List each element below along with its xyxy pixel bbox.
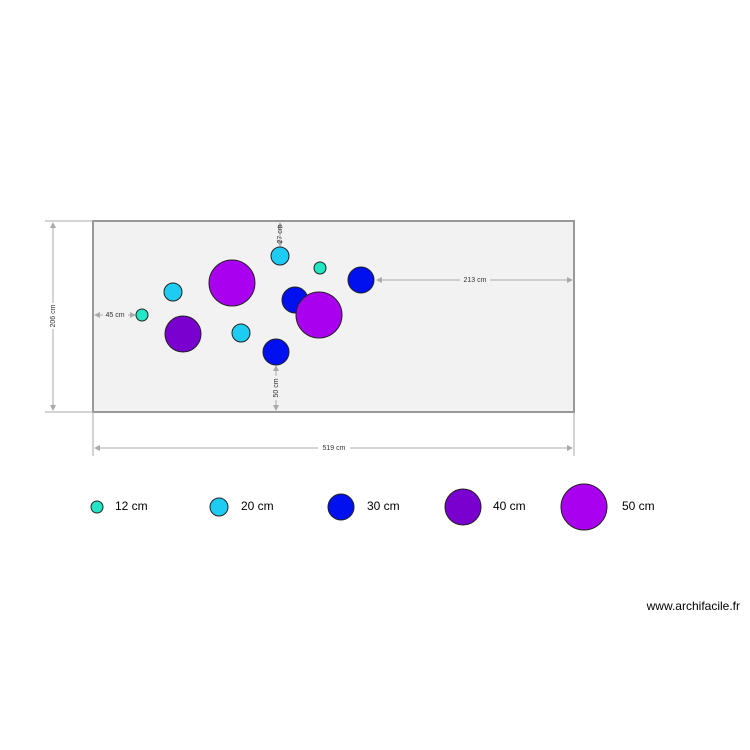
- dim-label: 27 cm: [277, 224, 284, 243]
- dim-label: 519 cm: [323, 445, 346, 452]
- circles: [135, 246, 375, 366]
- legend-label: 40 cm: [493, 499, 526, 513]
- legend: 12 cm 20 cm 30 cm 40 cm 50 cm: [90, 483, 655, 531]
- dim-label: 206 cm: [50, 304, 57, 327]
- dim-label: 50 cm: [273, 378, 280, 397]
- legend-label: 20 cm: [241, 499, 274, 513]
- dim-label: 45 cm: [105, 312, 124, 319]
- legend-label: 12 cm: [115, 499, 148, 513]
- legend-label: 30 cm: [367, 499, 400, 513]
- dim-label: 213 cm: [464, 277, 487, 284]
- watermark: www.archifacile.fr: [646, 599, 740, 613]
- legend-label: 50 cm: [622, 499, 655, 513]
